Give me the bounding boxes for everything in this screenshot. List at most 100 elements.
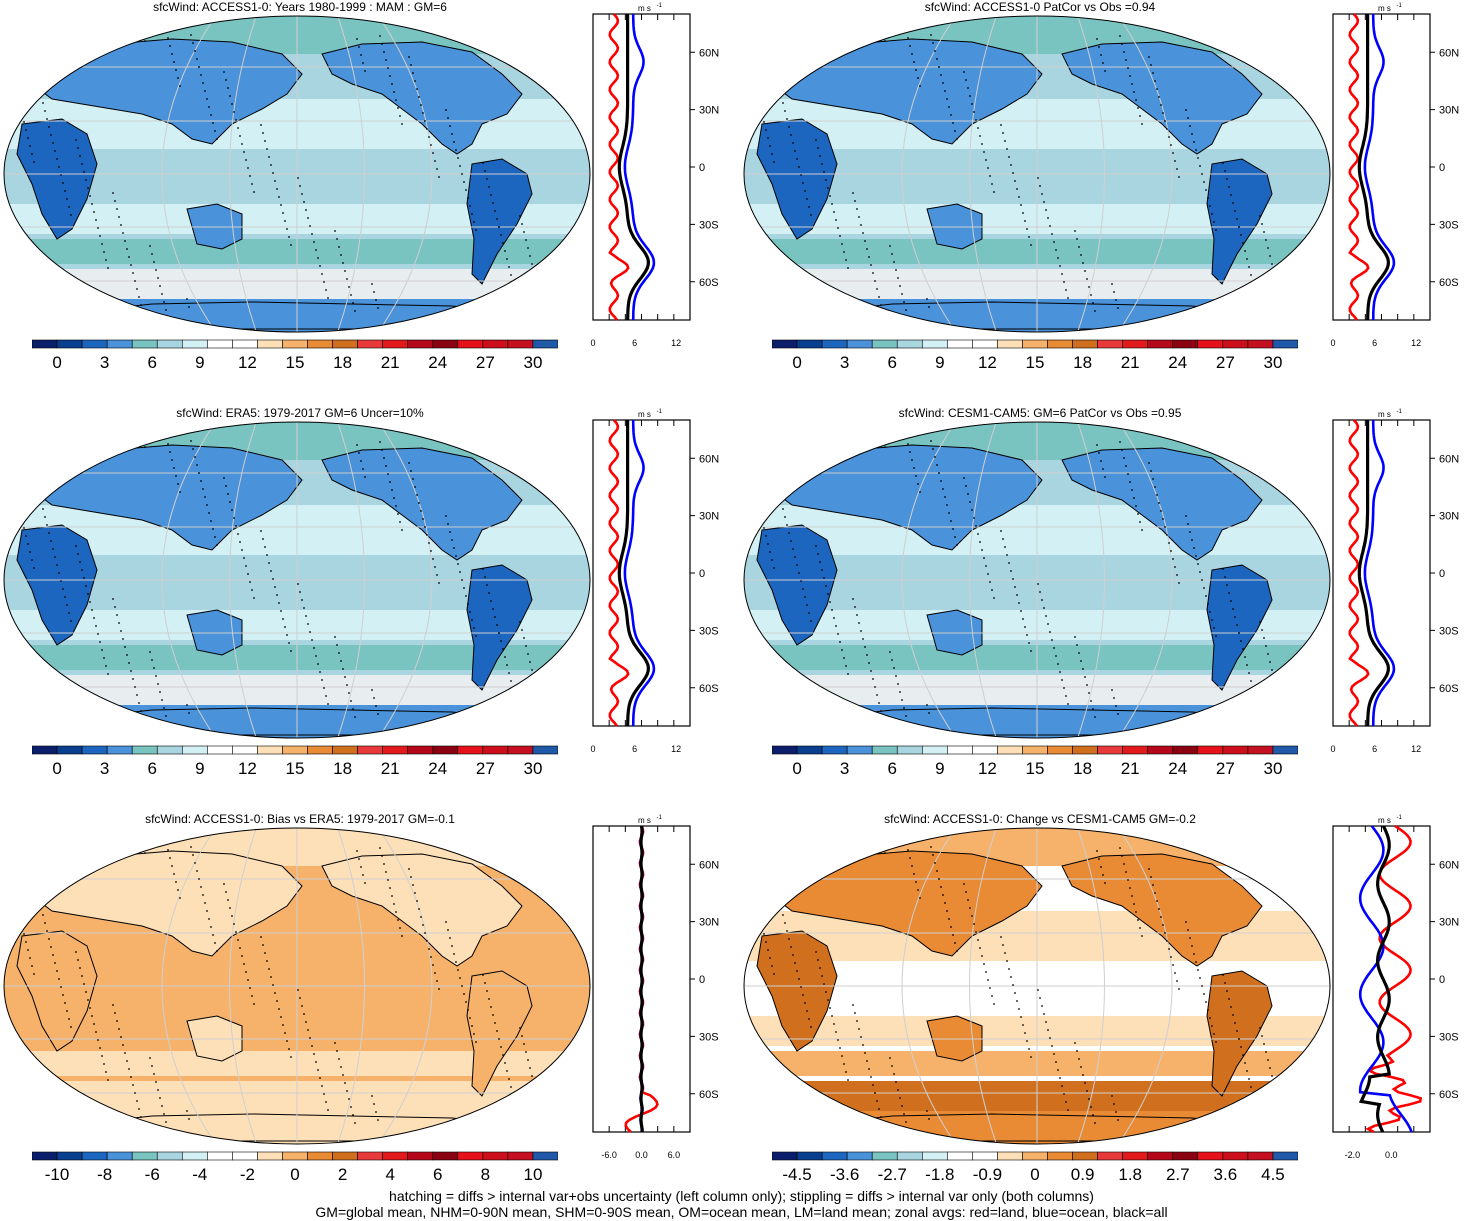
colorbar-swatch [307, 339, 333, 349]
colorbar-swatch [81, 1151, 108, 1161]
colorbar-swatch [1272, 1151, 1298, 1161]
lat-tick-label: 60S [1439, 1089, 1459, 1101]
panel-title: sfcWind: ACCESS1-0: Bias vs ERA5: 1979-2… [145, 812, 455, 826]
zonal-average-plot: m s -1 60N 30N 0 30S 60S 0 6 12 [1330, 3, 1459, 348]
colorbar-tick-label: 30 [1263, 759, 1282, 778]
map-panel: sfcWind: ACCESS1-0: Change vs CESM1-CAM5… [740, 812, 1460, 1212]
lat-tick-label: 60N [699, 859, 719, 871]
zonal-unit-exponent: -1 [657, 815, 663, 821]
footer-legend-note: GM=global mean, NHM=0-90N mean, SHM=0-90… [315, 1204, 1168, 1220]
colorbar-swatch [482, 339, 509, 349]
lat-tick-label: 30N [699, 511, 719, 523]
colorbar-swatch [1222, 339, 1249, 349]
colorbar-tick-label: 18 [333, 759, 352, 778]
colorbar-swatch [232, 745, 258, 755]
colorbar-swatch [921, 339, 948, 349]
map-panel: sfcWind: ERA5: 1979-2017 GM=6 Uncer=10% m… [0, 406, 720, 806]
zonal-plot-frame [592, 419, 691, 727]
zonal-plot-frame [1332, 419, 1431, 727]
robinson-map [743, 421, 1331, 739]
colorbar-tick-label: 12 [978, 759, 997, 778]
colorbar-swatch [1072, 1151, 1098, 1161]
colorbar-tick-label: 0 [290, 1165, 299, 1184]
zonal-line-ocean [1363, 14, 1396, 321]
colorbar-swatch [56, 339, 83, 349]
colorbar-swatch [81, 339, 108, 349]
colorbar: 0 3 6 9 12 15 18 21 24 27 30 [32, 339, 558, 372]
colorbar-swatch [532, 745, 558, 755]
zonal-average-plot: m s -1 60N 30N 0 30S 60S -2.0 0.0 [1332, 815, 1459, 1160]
lat-tick-label: 60N [1439, 859, 1459, 871]
zonal-unit-label: m s [638, 410, 651, 419]
colorbar-swatch [1272, 745, 1298, 755]
colorbar: 0 3 6 9 12 15 18 21 24 27 30 [772, 745, 1298, 778]
colorbar-tick-label: 3 [100, 759, 109, 778]
zonal-x-tick-label: 12 [671, 744, 681, 754]
colorbar-tick-label: 30 [523, 353, 542, 372]
zonal-x-tick-label: 0 [1330, 744, 1335, 754]
colorbar-swatch [507, 745, 534, 755]
colorbar-tick-label: 15 [286, 759, 305, 778]
colorbar-swatch [1022, 745, 1048, 755]
zonal-line-ocean [1363, 420, 1396, 727]
colorbar-swatch [482, 745, 509, 755]
colorbar-swatch [1047, 745, 1073, 755]
colorbar-tick-label: 21 [381, 759, 400, 778]
zonal-line-ocean [623, 14, 656, 321]
zonal-x-tick-label: -6.0 [601, 1150, 617, 1160]
colorbar-swatch [156, 339, 183, 349]
robinson-map [3, 827, 591, 1145]
colorbar-swatch [1122, 745, 1149, 755]
colorbar-swatch [1172, 1151, 1199, 1161]
colorbar-swatch [972, 745, 998, 755]
panel-title: sfcWind: ACCESS1-0: Years 1980-1999 : MA… [153, 0, 447, 14]
lat-tick-label: 30S [1439, 625, 1459, 637]
colorbar-tick-label: 1.8 [1118, 1165, 1142, 1184]
colorbar-swatch [1247, 1151, 1274, 1161]
map-panel: sfcWind: ACCESS1-0: Bias vs ERA5: 1979-2… [0, 812, 720, 1212]
colorbar-tick-label: 4 [385, 1165, 394, 1184]
colorbar-swatch [871, 745, 898, 755]
eurasia-landmass [31, 444, 303, 551]
lat-tick-label: 30N [1439, 511, 1459, 523]
colorbar-swatch [357, 339, 383, 349]
north-america-landmass [321, 41, 523, 155]
north-america-landmass [1061, 41, 1263, 155]
robinson-map [3, 421, 591, 739]
lat-tick-label: 60N [699, 453, 719, 465]
colorbar-swatch [1122, 1151, 1149, 1161]
colorbar-tick-label: 9 [195, 353, 204, 372]
colorbar-tick-label: 3 [840, 353, 849, 372]
colorbar-tick-label: 0 [1030, 1165, 1039, 1184]
colorbar-tick-label: 3.6 [1214, 1165, 1238, 1184]
colorbar-swatch [106, 1151, 133, 1161]
colorbar-swatch [1122, 339, 1149, 349]
colorbar-swatch [307, 1151, 333, 1161]
lat-tick-label: 60S [1439, 277, 1459, 289]
zonal-line-land [1365, 824, 1422, 1134]
colorbar-tick-label: -1.8 [925, 1165, 954, 1184]
colorbar-tick-label: 30 [1263, 353, 1282, 372]
colorbar-swatch [507, 339, 534, 349]
colorbar-swatch [181, 1151, 208, 1161]
colorbar-tick-label: -8 [97, 1165, 112, 1184]
colorbar-swatch [332, 1151, 358, 1161]
zonal-line-all [1357, 420, 1391, 726]
colorbar-swatch [947, 745, 973, 755]
colorbar-swatch [407, 339, 434, 349]
colorbar-swatch [1047, 339, 1073, 349]
colorbar-swatch [207, 1151, 233, 1161]
colorbar-swatch [1197, 339, 1224, 349]
lat-tick-label: 0 [1439, 568, 1445, 580]
colorbar-tick-label: 0 [792, 759, 801, 778]
lat-tick-label: 30S [1439, 1031, 1459, 1043]
zonal-unit-label: m s [638, 4, 651, 13]
colorbar-tick-label: 6 [433, 1165, 442, 1184]
zonal-unit-exponent: -1 [1397, 409, 1403, 415]
colorbar-swatch [332, 339, 358, 349]
lat-tick-label: 30N [699, 105, 719, 117]
colorbar-swatch [407, 1151, 434, 1161]
colorbar-swatch [257, 339, 283, 349]
colorbar-swatch [997, 1151, 1023, 1161]
colorbar-tick-label: 8 [481, 1165, 490, 1184]
